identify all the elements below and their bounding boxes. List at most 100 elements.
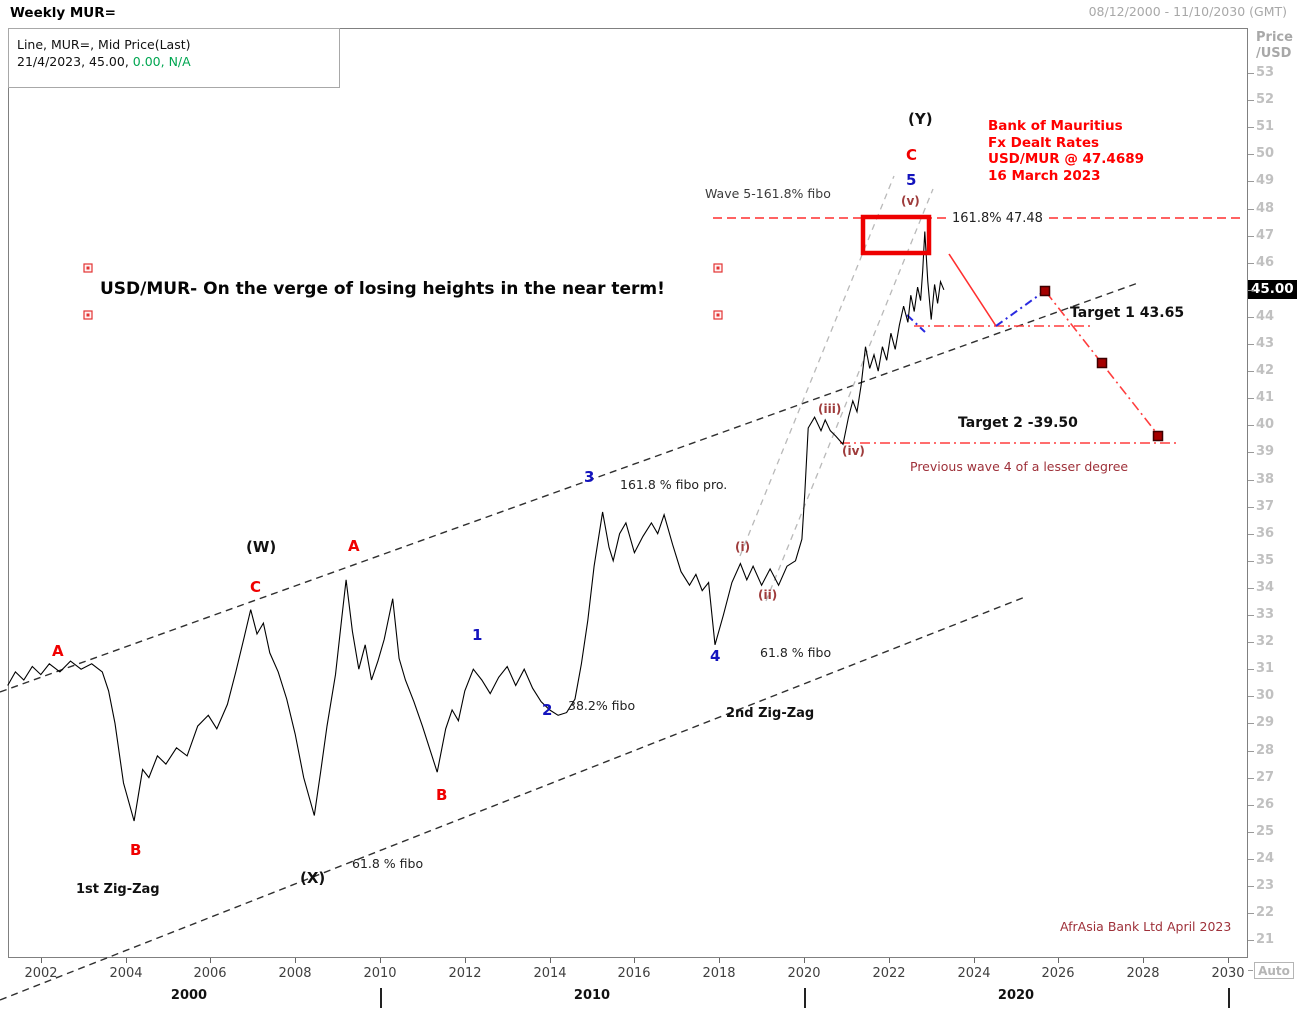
- wave-A1-label: A: [52, 642, 64, 660]
- fibo-618-note-lower: 61.8 % fibo: [352, 856, 424, 871]
- y-tick-mark: [1248, 317, 1254, 318]
- y-tick-mark: [1248, 723, 1254, 724]
- wave-3-label: 3: [584, 468, 595, 486]
- y-tick-label: 23: [1256, 878, 1275, 893]
- y-axis-title-line1: Price: [1256, 30, 1293, 45]
- y-tick-label: 21: [1256, 932, 1275, 947]
- last-price-badge: 45.00: [1248, 280, 1297, 299]
- x-tick-mark: [889, 958, 890, 963]
- x-tick-label: 2016: [617, 966, 651, 981]
- y-tick-mark: [1248, 371, 1254, 372]
- x-decade-separator: [804, 988, 806, 1008]
- x-tick-label: 2026: [1041, 966, 1075, 981]
- y-tick-label: 37: [1256, 499, 1275, 514]
- y-tick-mark: [1248, 805, 1254, 806]
- y-tick-label: 43: [1256, 336, 1275, 351]
- y-tick-mark: [1248, 778, 1254, 779]
- y-tick-mark: [1248, 886, 1254, 887]
- channel-right: [765, 188, 934, 602]
- x-tick-mark: [634, 958, 635, 963]
- y-tick-label: 46: [1256, 255, 1275, 270]
- fibo-618-note-upper: 61.8 % fibo: [760, 645, 832, 660]
- wave5-fibo-note: Wave 5-161.8% fibo: [705, 186, 831, 201]
- anchor-handle-dot: [86, 313, 90, 317]
- y-tick-label: 28: [1256, 743, 1275, 758]
- y-tick-label: 25: [1256, 824, 1275, 839]
- y-tick-mark: [1248, 561, 1254, 562]
- y-tick-label: 44: [1256, 309, 1275, 324]
- x-tick-mark: [550, 958, 551, 963]
- x-tick-label: 2010: [363, 966, 397, 981]
- y-axis-title: Price /USD: [1256, 30, 1293, 62]
- x-decade-label: 2000: [170, 988, 208, 1003]
- legend-values-change: 0.00, N/A: [128, 54, 191, 69]
- first-zigzag-label: 1st Zig-Zag: [76, 882, 160, 897]
- second-zigzag-label: 2nd Zig-Zag: [726, 706, 815, 721]
- y-tick-mark: [1248, 290, 1254, 291]
- wave-A2-label: A: [348, 537, 360, 555]
- y-tick-mark: [1248, 73, 1254, 74]
- wave-X-label: (X): [300, 869, 326, 887]
- y-tick-label: 53: [1256, 65, 1275, 80]
- y-tick-mark: [1248, 913, 1254, 914]
- x-tick-label: 2028: [1126, 966, 1160, 981]
- y-tick-mark: [1248, 154, 1254, 155]
- fibo-level-label: 161.8% 47.48: [950, 211, 1045, 226]
- y-tick-mark: [1248, 425, 1254, 426]
- x-tick-label: 2004: [109, 966, 143, 981]
- fibo-382-note: 38.2% fibo: [568, 698, 636, 713]
- y-tick-mark: [1248, 344, 1254, 345]
- auto-scale-button[interactable]: Auto: [1254, 962, 1294, 979]
- y-tick-mark: [1248, 480, 1254, 481]
- blue-path-up: [995, 292, 1043, 327]
- y-tick-label: 32: [1256, 634, 1275, 649]
- x-tick-label: 2008: [278, 966, 312, 981]
- plot-area[interactable]: [8, 28, 1248, 958]
- x-tick-mark: [295, 958, 296, 963]
- wave-5-label: 5: [906, 171, 917, 189]
- bank-note-line4: 16 March 2023: [988, 167, 1101, 184]
- y-tick-mark: [1248, 940, 1254, 941]
- target2-label: Target 2 -39.50: [958, 415, 1078, 431]
- y-tick-label: 26: [1256, 797, 1275, 812]
- y-tick-label: 38: [1256, 472, 1275, 487]
- y-tick-label: 39: [1256, 444, 1275, 459]
- x-decade-label: 2010: [573, 988, 611, 1003]
- x-tick-label: 2014: [533, 966, 567, 981]
- y-tick-mark: [1248, 398, 1254, 399]
- y-tick-label: 22: [1256, 905, 1275, 920]
- legend-values: 21/4/2023, 45.00, 0.00, N/A: [17, 53, 339, 70]
- highlight-box: [860, 214, 932, 256]
- y-tick-label: 47: [1256, 228, 1275, 243]
- x-tick-label: 2022: [872, 966, 906, 981]
- x-decade-label: 2020: [997, 988, 1035, 1003]
- x-decade-separator: [1228, 988, 1230, 1008]
- y-tick-mark: [1248, 507, 1254, 508]
- y-tick-mark: [1248, 127, 1254, 128]
- y-tick-mark: [1248, 696, 1254, 697]
- y-tick-mark: [1248, 534, 1254, 535]
- y-tick-label: 35: [1256, 553, 1275, 568]
- bank-note-line2: Fx Dealt Rates: [988, 134, 1100, 151]
- y-tick-label: 42: [1256, 363, 1275, 378]
- anchor-handle-dot: [716, 266, 720, 270]
- y-tick-label: 34: [1256, 580, 1275, 595]
- wave-4-label: 4: [710, 647, 721, 665]
- trendline-lower: [0, 596, 1026, 1001]
- wave-i-label: (i): [735, 540, 751, 554]
- trendline-upper: [0, 282, 1139, 693]
- y-tick-label: 30: [1256, 688, 1275, 703]
- y-tick-label: 29: [1256, 715, 1275, 730]
- wave-iv-label: (iv): [842, 444, 865, 458]
- y-tick-label: 51: [1256, 119, 1275, 134]
- headline-text: USD/MUR- On the verge of losing heights …: [100, 279, 665, 299]
- wave-C2-label: C: [906, 146, 918, 164]
- fibo-projection-note: 161.8 % fibo pro.: [620, 477, 728, 492]
- x-tick-mark: [974, 958, 975, 963]
- wave-ii-label: (ii): [758, 588, 778, 602]
- x-tick-mark: [1058, 958, 1059, 963]
- y-tick-mark: [1248, 832, 1254, 833]
- y-tick-label: 31: [1256, 661, 1275, 676]
